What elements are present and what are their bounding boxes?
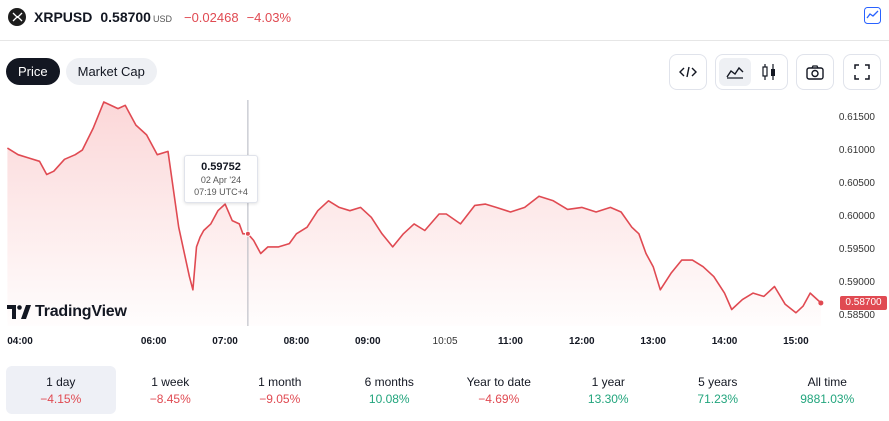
x-axis-tick: 09:00 <box>354 336 381 347</box>
range-change-percent: 9881.03% <box>800 391 855 406</box>
tooltip-date: 02 Apr '24 <box>200 175 242 185</box>
tradingview-wordmark: TradingView <box>35 303 127 320</box>
last-price-dot <box>818 300 824 306</box>
x-axis-tick: 11:00 <box>497 336 523 347</box>
mini-chart-icon[interactable] <box>864 7 881 24</box>
x-axis-tick: 08:00 <box>283 336 310 347</box>
range-label: 1 week <box>151 374 190 389</box>
range-change-percent: −9.05% <box>259 391 301 406</box>
crosshair-tooltip: 0.59752 02 Apr '24 07:19 UTC+4 <box>184 155 258 203</box>
symbol-name: XRPUSD <box>34 9 93 25</box>
range-1-day[interactable]: 1 day −4.15% <box>6 366 116 414</box>
y-axis-tick: 0.60500 <box>838 178 875 190</box>
candlestick-icon <box>762 64 775 80</box>
range-label: 1 day <box>46 374 76 389</box>
price-line <box>6 101 822 314</box>
price-chart[interactable]: 0.61500 0.61000 0.60500 0.60000 0.59500 0.590… <box>0 100 889 350</box>
range-change-percent: −4.69% <box>478 391 520 406</box>
y-axis-tick: 0.58500 <box>838 310 875 322</box>
y-axis-tick: 0.61000 <box>838 145 875 157</box>
x-axis-tick: 15:00 <box>783 336 809 347</box>
tab-market-cap[interactable]: Market Cap <box>65 58 157 85</box>
chart-mode-tabs: Price Market Cap <box>6 58 157 85</box>
price-change: −0.02468 <box>183 9 239 25</box>
range-1-week[interactable]: 1 week −8.45% <box>116 366 226 414</box>
x-axis-tick: 06:00 <box>140 336 167 347</box>
range-label: Year to date <box>466 374 531 389</box>
y-axis-tick: 0.59500 <box>838 244 875 256</box>
chart-style-switcher <box>715 54 788 90</box>
range-label: 1 month <box>258 374 302 389</box>
tradingview-mark-icon <box>7 305 31 319</box>
candles-chart-button[interactable] <box>753 58 785 86</box>
tab-price[interactable]: Price <box>6 58 60 85</box>
range-5-years[interactable]: 5 years 71.23% <box>663 366 773 414</box>
current-price: 0.58700 <box>100 9 151 25</box>
range-all-time[interactable]: All time 9881.03% <box>773 366 883 414</box>
crosshair-dot <box>244 230 251 237</box>
range-label: All time <box>807 374 847 389</box>
range-change-percent: −4.15% <box>40 391 82 406</box>
range-change-percent: −8.45% <box>149 391 191 406</box>
fullscreen-icon <box>854 64 870 80</box>
range-label: 5 years <box>698 374 738 389</box>
camera-icon <box>806 64 824 80</box>
x-axis-tick: 07:00 <box>212 336 238 347</box>
y-axis-tick: 0.61500 <box>838 112 875 124</box>
xrp-logo-icon <box>8 8 26 26</box>
price-change-percent: −4.03% <box>246 9 292 25</box>
last-price-label: 0.58700 <box>840 295 887 310</box>
range-change-percent: 13.30% <box>587 391 629 406</box>
range-6-months[interactable]: 6 months 10.08% <box>335 366 445 414</box>
range-year-to-date[interactable]: Year to date −4.69% <box>444 366 554 414</box>
fullscreen-button[interactable] <box>843 54 881 90</box>
time-range-selector: 1 day −4.15% 1 week −8.45% 1 month −9.05% 6 mo… <box>6 366 882 414</box>
y-axis-tick: 0.59000 <box>838 277 875 289</box>
range-1-month[interactable]: 1 month −9.05% <box>225 366 335 414</box>
price-chart-canvas[interactable] <box>0 100 889 350</box>
ticker-header: XRPUSD 0.58700 USD −0.02468 −4.03% <box>0 0 889 34</box>
area-chart-icon <box>726 66 744 79</box>
y-axis-tick: 0.60000 <box>838 211 875 223</box>
x-axis-tick: 04:00 <box>7 336 33 347</box>
range-change-percent: 10.08% <box>368 391 410 406</box>
tradingview-logo[interactable]: TradingView <box>7 303 127 321</box>
price-area-fill <box>7 102 821 326</box>
price-currency: USD <box>152 13 172 24</box>
x-axis-tick: 10:05 <box>432 336 458 347</box>
tooltip-time: 07:19 UTC+4 <box>194 187 248 197</box>
x-axis-tick: 13:00 <box>640 336 666 347</box>
range-1-year[interactable]: 1 year 13.30% <box>554 366 664 414</box>
header-divider <box>0 40 889 41</box>
tooltip-value: 0.59752 <box>201 161 241 173</box>
screenshot-button[interactable] <box>796 54 834 90</box>
code-icon <box>679 66 697 78</box>
x-axis-tick: 14:00 <box>711 336 738 347</box>
embed-button[interactable] <box>669 54 707 90</box>
x-axis-tick: 12:00 <box>569 336 595 347</box>
range-label: 1 year <box>591 374 625 389</box>
range-label: 6 months <box>364 374 414 389</box>
area-chart-button[interactable] <box>719 58 751 86</box>
range-change-percent: 71.23% <box>697 391 739 406</box>
